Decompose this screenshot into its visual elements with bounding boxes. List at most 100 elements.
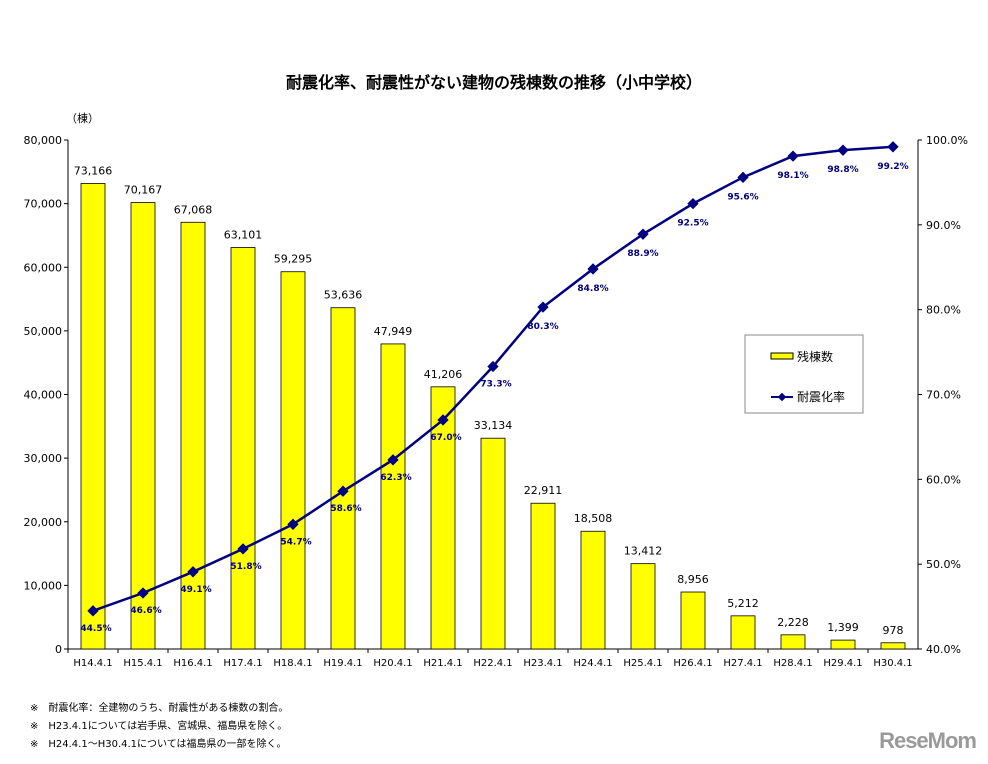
rate-value-label: 62.3% [380, 473, 411, 483]
y-tick-label: 0 [55, 643, 62, 656]
y-tick-label: 30,000 [24, 452, 63, 465]
rate-value-label: 58.6% [330, 504, 361, 514]
note-1: ※ 耐震化率：全建物のうち、耐震性がある棟数の割合。 [30, 703, 289, 714]
x-tick-label: H27.4.1 [723, 658, 762, 669]
bar [680, 591, 706, 650]
bar-value-label: 47,949 [374, 325, 413, 338]
legend-box [744, 334, 864, 414]
bar-value-label: 73,166 [74, 164, 113, 177]
legend-bar-label: 残棟数 [797, 349, 833, 364]
rate-point [137, 587, 149, 599]
y-axis-label: （棟） [66, 111, 99, 125]
rate-point [487, 360, 499, 373]
rate-point [187, 566, 199, 578]
note-2: ※ H23.4.1については岩手県、宮城県、福島県を除く。 [30, 721, 288, 732]
rate-point [887, 141, 899, 153]
logo: ReseMom [879, 728, 977, 753]
rate-value-label: 46.6% [130, 606, 161, 616]
bar [830, 639, 856, 650]
x-tick-label: H14.4.1 [73, 658, 112, 669]
rate-value-label: 98.1% [777, 171, 808, 181]
rate-value-label: 84.8% [577, 284, 608, 294]
y2-tick-label: 100.0% [926, 134, 968, 147]
bar-value-label: 33,134 [474, 419, 513, 432]
rate-value-label: 51.8% [230, 562, 261, 572]
y2-tick-label: 50.0% [926, 558, 961, 571]
bar-value-label: 978 [883, 624, 904, 637]
y-tick-label: 50,000 [24, 325, 63, 338]
rate-value-label: 44.5% [80, 624, 111, 634]
rate-point [237, 543, 249, 555]
rate-value-label: 54.7% [280, 537, 311, 547]
rate-point [537, 301, 549, 313]
x-tick-label: H17.4.1 [223, 658, 262, 669]
bar-value-label: 67,068 [174, 203, 213, 216]
note-3: ※ H24.4.1～H30.4.1については福島県の一部を除く。 [30, 739, 287, 750]
x-tick-label: H23.4.1 [523, 658, 562, 669]
y2-tick-label: 90.0% [926, 219, 961, 232]
bar [80, 183, 106, 650]
bar-value-label: 2,228 [777, 616, 809, 629]
rate-value-label: 95.6% [727, 192, 758, 202]
rate-point [687, 197, 699, 210]
y2-tick-label: 80.0% [926, 304, 961, 317]
rate-point [337, 485, 349, 497]
x-tick-label: H21.4.1 [423, 658, 462, 669]
bar [430, 386, 456, 650]
x-tick-label: H19.4.1 [323, 658, 362, 669]
bar [780, 634, 806, 650]
x-tick-label: H15.4.1 [123, 658, 162, 669]
rate-point [837, 144, 849, 156]
legend-line-marker [777, 392, 787, 402]
bar-value-label: 5,212 [727, 597, 759, 610]
bar-value-label: 8,956 [677, 573, 709, 586]
bar-value-label: 53,636 [324, 289, 363, 302]
y-tick-label: 60,000 [24, 261, 63, 274]
bar-value-label: 22,911 [524, 484, 563, 497]
y-tick-label: 70,000 [24, 198, 63, 211]
rate-value-label: 99.2% [877, 162, 908, 172]
legend-bar-swatch [770, 352, 794, 360]
bar [580, 530, 606, 650]
x-tick-label: H24.4.1 [573, 658, 612, 669]
bar [380, 343, 406, 650]
bar [730, 615, 756, 650]
rate-value-label: 73.3% [480, 380, 511, 390]
rate-value-label: 67.0% [430, 433, 461, 443]
bar [280, 271, 306, 650]
x-tick-label: H25.4.1 [623, 658, 662, 669]
y-tick-label: 10,000 [24, 579, 63, 592]
bar-value-label: 13,412 [624, 545, 663, 558]
bar [880, 642, 906, 650]
bar [130, 202, 156, 650]
bar-value-label: 70,167 [124, 184, 163, 197]
bar [330, 307, 356, 650]
rate-value-label: 92.5% [677, 219, 708, 229]
x-tick-label: H26.4.1 [673, 658, 712, 669]
rate-point [787, 150, 799, 162]
bar [480, 437, 506, 650]
rate-point [387, 454, 399, 466]
bar-value-label: 1,399 [827, 621, 859, 634]
y-tick-label: 80,000 [24, 134, 63, 147]
rate-value-label: 49.1% [180, 585, 211, 595]
y2-tick-label: 70.0% [926, 389, 961, 402]
chart-title: 耐震化率、耐震性がない建物の残棟数の推移（小中学校） [286, 73, 702, 92]
x-tick-label: H28.4.1 [773, 658, 812, 669]
bar-value-label: 59,295 [274, 253, 313, 266]
rate-point [737, 171, 749, 183]
x-tick-label: H16.4.1 [173, 658, 212, 669]
y-tick-label: 40,000 [24, 389, 63, 402]
bar-value-label: 41,206 [424, 368, 463, 381]
bar-value-label: 63,101 [224, 229, 263, 242]
bar [630, 563, 656, 650]
x-tick-label: H22.4.1 [473, 658, 512, 669]
bar [530, 502, 556, 650]
y2-tick-label: 60.0% [926, 473, 961, 486]
rate-point [637, 228, 649, 240]
x-tick-label: H30.4.1 [873, 658, 912, 669]
rate-point [287, 518, 299, 530]
rate-value-label: 88.9% [627, 249, 658, 259]
bar [230, 247, 256, 650]
